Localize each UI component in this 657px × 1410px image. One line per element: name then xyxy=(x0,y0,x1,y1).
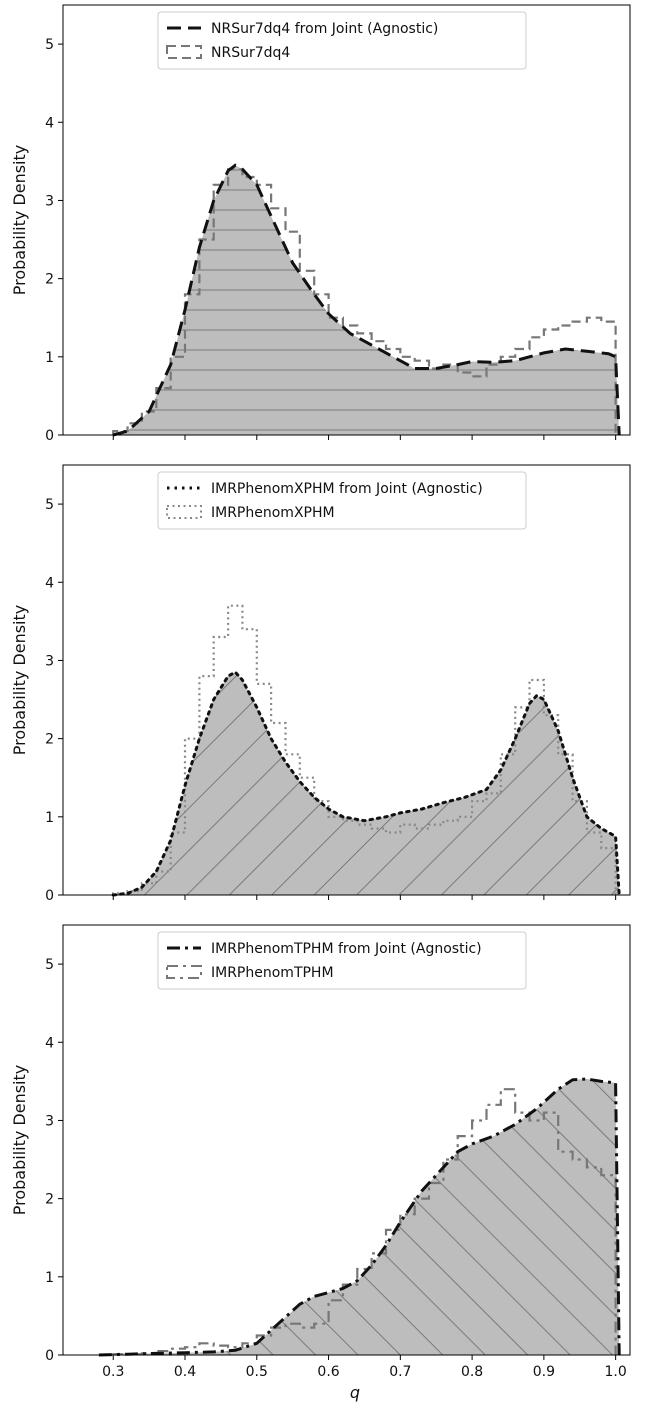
y-tick-label: 1 xyxy=(45,350,54,366)
x-tick-label: 0.5 xyxy=(246,1364,268,1380)
plot-frame xyxy=(62,464,631,896)
y-tick-label: 3 xyxy=(45,193,54,209)
y-tick-label: 4 xyxy=(45,575,54,591)
legend-box xyxy=(157,11,527,70)
legend-label-joint: IMRPhenomXPHM from Joint (Agnostic) xyxy=(211,481,483,497)
y-tick-label: 1 xyxy=(45,1270,54,1286)
plot-frame xyxy=(62,4,631,436)
y-axis-label: Probability Density xyxy=(10,605,29,756)
legend-box xyxy=(157,931,527,990)
series-line-histogram xyxy=(112,168,617,435)
series-line-histogram xyxy=(112,604,617,895)
y-tick-label: 5 xyxy=(45,497,54,513)
legend: IMRPhenomTPHM from Joint (Agnostic) IMRPh… xyxy=(157,931,527,990)
y-tick-label: 0 xyxy=(45,428,54,444)
chart-panel-2: 0 1 2 3 4 5 Probability Density IMRPhenomXPHM f… xyxy=(10,464,631,904)
legend-label-joint: NRSur7dq4 from Joint (Agnostic) xyxy=(211,21,438,37)
legend-handle-histogram xyxy=(166,505,202,519)
y-tick-label: 3 xyxy=(45,653,54,669)
x-tick-label: 0.8 xyxy=(461,1364,483,1380)
x-axis-label: q xyxy=(350,1383,360,1402)
legend: NRSur7dq4 from Joint (Agnostic) NRSur7dq4 xyxy=(157,11,527,70)
series-line-joint xyxy=(111,670,621,897)
legend-label-histogram: NRSur7dq4 xyxy=(211,45,290,61)
legend: IMRPhenomXPHM from Joint (Agnostic) IMRPh… xyxy=(157,471,527,530)
legend-label-histogram: IMRPhenomXPHM xyxy=(211,505,335,521)
y-axis-label: Probability Density xyxy=(10,145,29,296)
y-tick-label: 4 xyxy=(45,1035,54,1051)
series-line-histogram xyxy=(112,1088,617,1356)
y-tick-label: 5 xyxy=(45,37,54,53)
y-tick-label: 2 xyxy=(45,272,54,288)
x-tick-label: 0.3 xyxy=(102,1364,124,1380)
legend-handle-histogram xyxy=(166,45,202,59)
legend-box xyxy=(157,471,527,530)
x-tick-label: 0.4 xyxy=(174,1364,196,1380)
area-hatch xyxy=(113,672,620,895)
y-tick-label: 1 xyxy=(45,810,54,826)
y-tick-label: 0 xyxy=(45,888,54,904)
x-tick-label: 0.9 xyxy=(533,1364,555,1380)
y-tick-label: 5 xyxy=(45,957,54,973)
y-tick-label: 0 xyxy=(45,1348,54,1364)
area-hatch xyxy=(113,165,620,436)
x-tick-label: 1.0 xyxy=(605,1364,627,1380)
legend-handle-histogram xyxy=(166,965,202,979)
y-axis-label: Probability Density xyxy=(10,1065,29,1216)
area-hatch xyxy=(98,1079,620,1355)
y-tick-label: 2 xyxy=(45,732,54,748)
legend-label-joint: IMRPhenomTPHM from Joint (Agnostic) xyxy=(211,941,482,957)
y-tick-label: 3 xyxy=(45,1113,54,1129)
legend-label-histogram: IMRPhenomTPHM xyxy=(211,965,334,981)
series-line-joint xyxy=(112,163,621,437)
chart-panel-1: 0 1 2 3 4 5 Probability Density NRSur7dq4 from … xyxy=(10,4,631,444)
y-tick-label: 2 xyxy=(45,1192,54,1208)
chart-panel-3: 0 1 2 3 4 5 0.3 0.4 0.5 0.6 0.7 0.8 0.9 1.0 Probabilit… xyxy=(10,924,631,1380)
x-tick-label: 0.6 xyxy=(317,1364,339,1380)
x-tick-label: 0.7 xyxy=(389,1364,411,1380)
y-tick-label: 4 xyxy=(45,115,54,131)
plot-frame xyxy=(62,924,631,1356)
